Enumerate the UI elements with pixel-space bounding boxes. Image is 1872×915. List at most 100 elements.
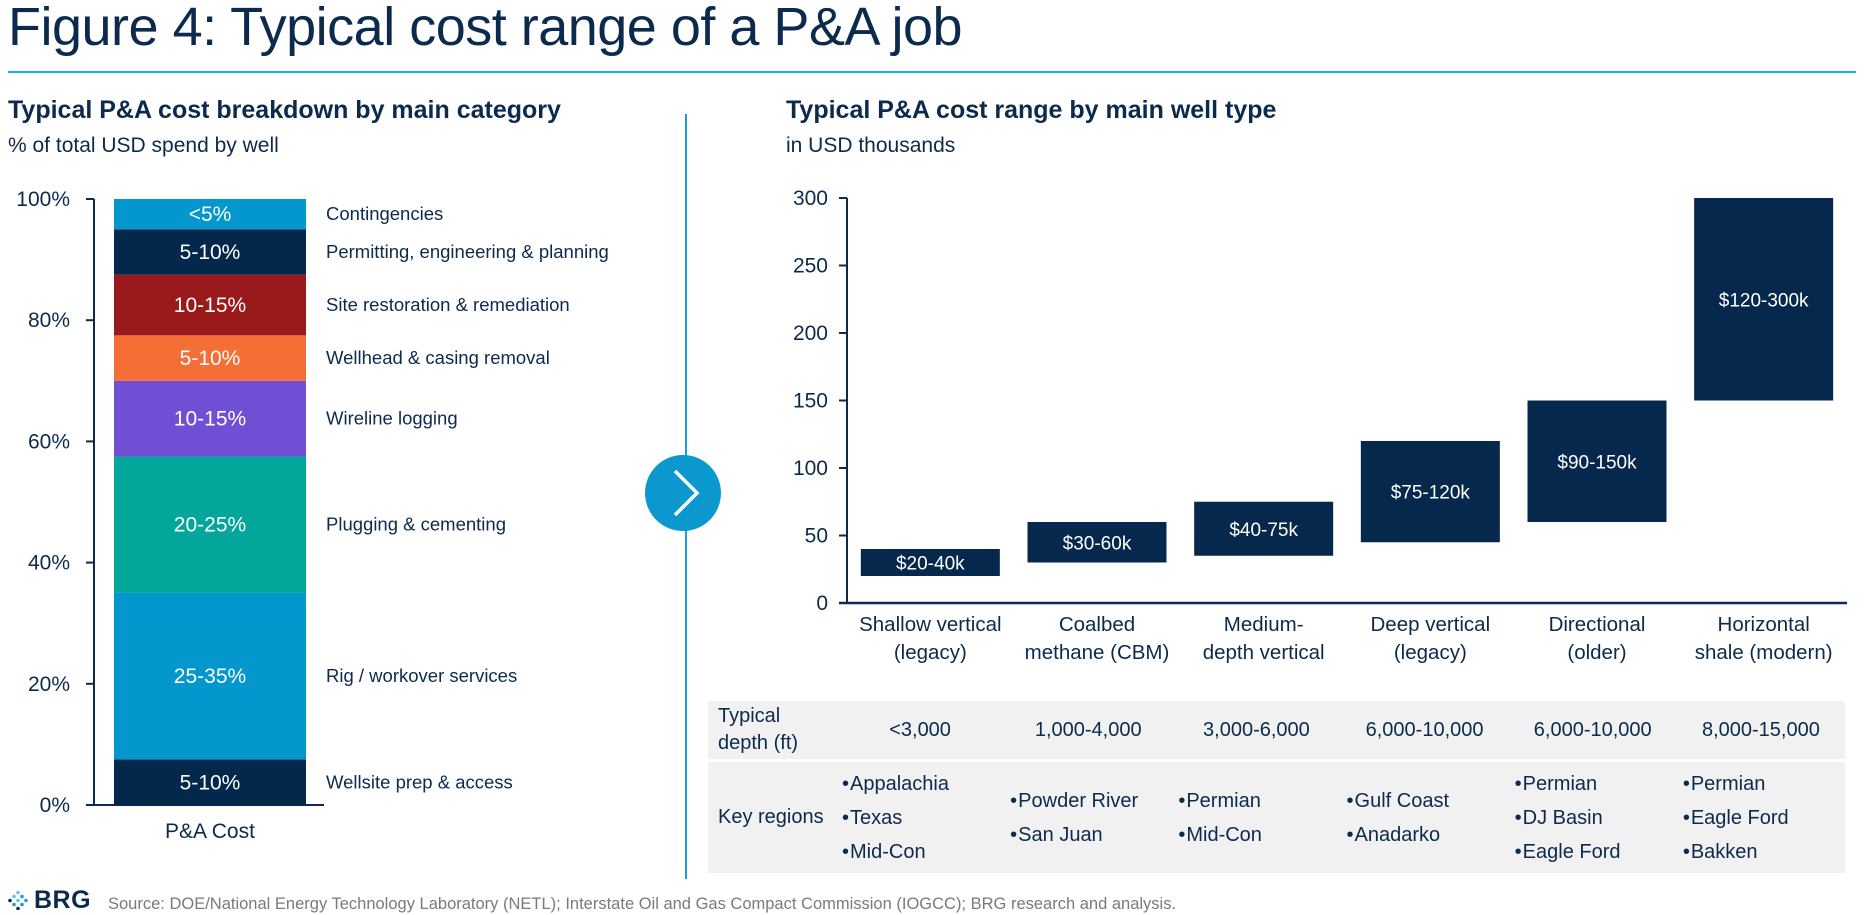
x-category-label: Medium-depth vertical bbox=[1203, 613, 1325, 664]
region-item: Anadarko bbox=[1347, 818, 1450, 852]
segment-category-label: Wellhead & casing removal bbox=[326, 347, 550, 368]
row-header-line: Key regions bbox=[718, 806, 824, 828]
y-tick-label: 80% bbox=[28, 309, 70, 332]
range-label: $20-40k bbox=[896, 554, 965, 575]
brg-logo: BRG bbox=[8, 885, 92, 914]
y-tick-label: 200 bbox=[793, 322, 828, 345]
range-box bbox=[1027, 522, 1167, 563]
region-item: Powder River bbox=[1010, 784, 1138, 818]
table-cell: 3,000-6,000 bbox=[1203, 718, 1310, 741]
region-item: Bakken bbox=[1683, 835, 1789, 869]
segment-value-label: 10-15% bbox=[174, 408, 246, 431]
region-item: San Juan bbox=[1010, 818, 1138, 852]
segment-value-label: 5-10% bbox=[180, 241, 241, 264]
brg-dot-diamond-icon bbox=[8, 890, 28, 910]
title-divider bbox=[8, 71, 1856, 73]
stacked-segment bbox=[114, 592, 306, 760]
region-item: Gulf Coast bbox=[1347, 784, 1449, 818]
source-note: Source: DOE/National Energy Technology L… bbox=[108, 895, 1177, 913]
region-item: Eagle Ford bbox=[1515, 835, 1621, 869]
y-tick-label: 0% bbox=[40, 794, 70, 817]
stacked-segment bbox=[114, 380, 306, 457]
range-bar-chart: 0 50 100 150 200 250 300 $20-40k $30-60k $40-75k… bbox=[793, 187, 1847, 664]
right-chart-title: Typical P&A cost range by main well type bbox=[786, 96, 1277, 124]
y-tick-label: 40% bbox=[28, 552, 70, 575]
table-cell: 6,000-10,000 bbox=[1365, 718, 1484, 741]
segment-category-label: Contingencies bbox=[326, 203, 443, 224]
x-category-label: Deep vertical (legacy) bbox=[1371, 613, 1491, 664]
region-item: Permian bbox=[1515, 767, 1621, 801]
range-boxes: $20-40k $30-60k $40-75k $75-120k $90-150k $12… bbox=[860, 198, 1834, 576]
y-tick-label: 150 bbox=[793, 390, 828, 413]
region-item: Mid-Con bbox=[1178, 818, 1262, 852]
x-category-label: Horizontal shale (modern) bbox=[1695, 613, 1833, 664]
y-tick-label: 60% bbox=[28, 430, 70, 453]
stacked-bar-chart: 0% 20% 40% 60% 80% 100% 5-10% 25-35% 20-25% 10-1… bbox=[16, 188, 609, 843]
table-cell: PermianDJ BasinEagle Ford bbox=[1509, 762, 1683, 873]
y-tick-label: 250 bbox=[793, 255, 828, 278]
stacked-segment bbox=[114, 274, 306, 336]
range-box bbox=[1527, 400, 1667, 522]
region-item: Permian bbox=[1683, 767, 1789, 801]
table-cell: 1,000-4,000 bbox=[1034, 718, 1142, 741]
range-box bbox=[860, 549, 1000, 576]
segment-category-label: Permitting, engineering & planning bbox=[326, 241, 609, 262]
x-category-labels: Shallow vertical (legacy) Coalbed methane (… bbox=[859, 613, 1832, 664]
segment-category-label: Plugging & cementing bbox=[326, 514, 506, 535]
range-label: $75-120k bbox=[1391, 483, 1471, 504]
table-cell: PermianEagle FordBakken bbox=[1677, 762, 1851, 873]
right-chart-subtitle: in USD thousands bbox=[786, 134, 956, 157]
segment-value-label: 5-10% bbox=[180, 771, 241, 794]
y-tick-label: 300 bbox=[793, 187, 828, 210]
range-label: $90-150k bbox=[1557, 452, 1637, 473]
y-tick-label: 100 bbox=[793, 457, 828, 480]
x-category-label: P&A Cost bbox=[165, 820, 255, 843]
region-item: Appalachia bbox=[842, 767, 949, 801]
region-item: Permian bbox=[1178, 784, 1262, 818]
table-cell: Powder RiverSan Juan bbox=[1004, 762, 1178, 873]
segment-labels: Wellsite prep & access Rig / workover ser… bbox=[326, 203, 609, 792]
region-item: Eagle Ford bbox=[1683, 801, 1789, 835]
table-cell: 6,000-10,000 bbox=[1533, 718, 1652, 741]
range-box bbox=[1360, 441, 1500, 543]
brg-logo-text: BRG bbox=[34, 885, 92, 914]
table-row-header: Key regions bbox=[708, 762, 846, 873]
segment-value-label: 20-25% bbox=[174, 514, 246, 537]
table-row-header: Typical depth (ft) bbox=[708, 701, 846, 759]
chevron-right-icon bbox=[673, 469, 700, 517]
stacked-segments: 5-10% 25-35% 20-25% 10-15% 5-10% 10-15% 5-10% <… bbox=[114, 199, 306, 805]
y-tick-label: 0 bbox=[816, 592, 828, 615]
segment-value-label: <5% bbox=[189, 203, 232, 226]
stacked-segment bbox=[114, 199, 306, 230]
range-label: $30-60k bbox=[1063, 533, 1132, 554]
segment-value-label: 25-35% bbox=[174, 665, 246, 688]
stacked-segment bbox=[114, 335, 306, 381]
segment-value-label: 10-15% bbox=[174, 294, 246, 317]
table-row-regions: Key regionsAppalachiaTexasMid-ConPowder … bbox=[708, 762, 1845, 873]
y-tick-label: 50 bbox=[805, 525, 828, 548]
stacked-segment bbox=[114, 229, 306, 275]
y-tick-label: 20% bbox=[28, 673, 70, 696]
x-category-label: Shallow vertical (legacy) bbox=[859, 613, 1001, 664]
y-tick-label: 100% bbox=[16, 188, 70, 211]
range-label: $40-75k bbox=[1229, 520, 1298, 541]
segment-category-label: Wireline logging bbox=[326, 408, 458, 429]
segment-category-label: Site restoration & remediation bbox=[326, 294, 570, 315]
region-item: DJ Basin bbox=[1515, 801, 1621, 835]
x-category-label: Coalbed methane (CBM) bbox=[1025, 613, 1170, 664]
segment-category-label: Wellsite prep & access bbox=[326, 771, 513, 792]
table-cell: Gulf CoastAnadarko bbox=[1341, 762, 1515, 873]
table-cell: <3,000 bbox=[889, 718, 951, 741]
table-cell: 8,000-15,000 bbox=[1701, 718, 1820, 741]
range-box bbox=[1194, 501, 1334, 556]
range-box bbox=[1694, 198, 1834, 401]
row-header-line: Typical bbox=[718, 705, 781, 727]
row-header-line: depth (ft) bbox=[718, 732, 799, 754]
x-category-label: Directional (older) bbox=[1549, 613, 1646, 664]
segment-category-label: Rig / workover services bbox=[326, 665, 517, 686]
next-arrow-button[interactable] bbox=[645, 455, 721, 531]
region-item: Texas bbox=[842, 801, 949, 835]
left-chart-subtitle: % of total USD spend by well bbox=[8, 134, 279, 157]
region-item: Mid-Con bbox=[842, 835, 949, 869]
left-chart-title: Typical P&A cost breakdown by main categ… bbox=[8, 96, 561, 124]
